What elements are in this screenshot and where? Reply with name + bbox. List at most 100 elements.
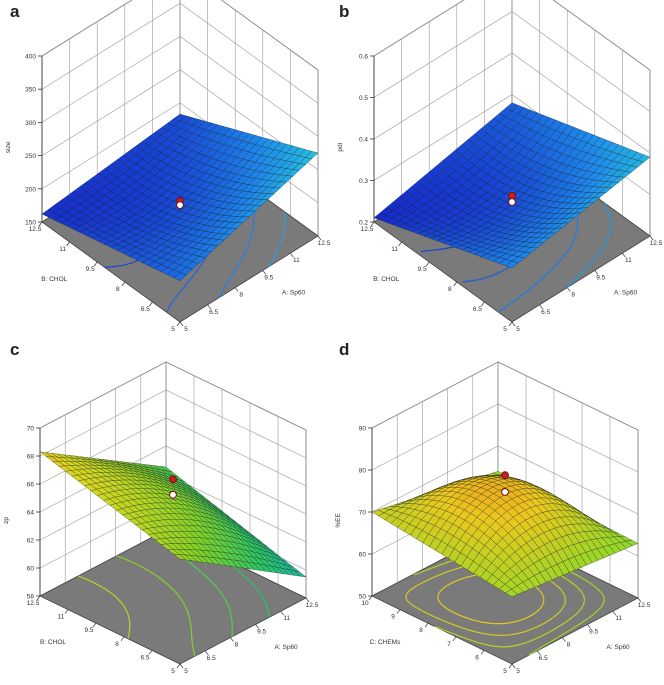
contour-segment <box>410 587 415 591</box>
y-tick-label: 5 <box>171 326 175 333</box>
contour-segment <box>507 302 512 306</box>
contour-segment <box>578 575 583 579</box>
contour-segment <box>526 640 531 643</box>
surface-cell <box>173 553 187 561</box>
design-point <box>501 471 509 480</box>
contour-segment <box>541 644 546 648</box>
z-axis-label: pdi <box>337 143 344 152</box>
contour-segment <box>466 638 471 641</box>
contour-segment <box>435 564 440 568</box>
contour-segment <box>588 263 592 267</box>
y-tick-label: 9.5 <box>84 627 93 634</box>
z-axis-label: zp <box>3 517 10 524</box>
y-tick <box>398 241 402 247</box>
contour-segment <box>116 555 121 558</box>
y-tick-label: 7 <box>447 641 451 648</box>
x-tick-label: 6.5 <box>539 655 548 662</box>
contour-segment <box>560 588 563 593</box>
contour-segment <box>437 248 443 251</box>
contour-segment <box>264 601 267 605</box>
contour-segment <box>242 253 245 257</box>
z-tick-label: 50 <box>359 594 367 601</box>
contour-segment <box>465 575 470 579</box>
contour-segment <box>571 571 576 575</box>
x-tick <box>536 650 541 656</box>
x-axis-label: A: Sp60 <box>607 644 631 651</box>
contour-segment <box>439 563 444 566</box>
contour-segment <box>549 580 554 584</box>
y-tick-label: 9.5 <box>418 266 427 273</box>
contour-segment <box>433 616 438 619</box>
contour-segment <box>195 269 199 274</box>
contour-segment <box>259 593 263 596</box>
contour-segment <box>577 274 581 278</box>
contour-segment <box>122 605 126 609</box>
z-tick-label: 62 <box>27 538 35 545</box>
contour-segment <box>229 612 232 616</box>
z-tick-label: 350 <box>25 87 36 94</box>
contour-segment <box>461 615 466 619</box>
contour-segment <box>470 574 475 577</box>
x-tick <box>280 610 285 616</box>
x-tick <box>637 597 642 603</box>
y-tick-label: 8 <box>116 286 120 293</box>
contour-segment <box>118 600 122 604</box>
contour-segment <box>207 578 210 581</box>
contour-segment <box>124 607 127 610</box>
x-tick <box>255 624 259 629</box>
contour-segment <box>546 631 551 634</box>
x-tick-label: 5 <box>184 326 188 333</box>
contour-segment <box>116 597 119 600</box>
x-tick-label: 8 <box>235 642 239 649</box>
y-tick-label: 6 <box>475 654 479 661</box>
contour-segment <box>569 616 573 620</box>
contour-segment <box>120 556 125 560</box>
x-tick-label: 11 <box>293 257 300 264</box>
contour-segment <box>157 576 160 578</box>
contour-segment <box>536 280 540 284</box>
x-tick <box>511 663 516 669</box>
contour-segment <box>247 241 250 246</box>
wall-gridline <box>41 0 319 71</box>
contour-segment <box>482 632 488 635</box>
contour-segment <box>405 596 408 600</box>
contour-segment <box>105 589 109 592</box>
y-tick <box>480 650 485 655</box>
x-tick-label: 8 <box>239 292 243 299</box>
contour-segment <box>178 290 182 294</box>
contour-segment <box>536 635 541 639</box>
contour-segment <box>115 264 122 267</box>
design-points <box>169 475 177 499</box>
x-tick-label: 6.5 <box>209 309 218 316</box>
y-tick <box>176 663 181 669</box>
y-tick <box>120 636 125 642</box>
contour-segment <box>125 610 129 614</box>
z-tick-label: 250 <box>25 153 36 160</box>
x-tick <box>566 287 571 292</box>
contour-segment <box>574 276 579 280</box>
contour-segment <box>419 581 424 585</box>
contour-segment <box>577 586 579 589</box>
response-surface <box>371 471 639 597</box>
y-tick-label: 9 <box>391 614 395 621</box>
contour-segment <box>212 582 216 586</box>
design-points <box>501 471 509 496</box>
x-tick <box>204 650 209 656</box>
contour-segment <box>533 649 537 653</box>
contour-segment <box>478 620 484 623</box>
x-tick <box>179 663 184 669</box>
x-tick <box>262 270 267 275</box>
contour-segment <box>192 272 196 277</box>
contour-segment <box>534 611 537 614</box>
contour-segment <box>102 587 107 591</box>
contour-segment <box>114 595 118 599</box>
contour-segment <box>453 579 458 583</box>
contour-segment <box>188 278 192 283</box>
wall-gridline <box>373 0 651 71</box>
contour-segment <box>170 302 173 305</box>
contour-segment <box>120 602 124 605</box>
contour-segment <box>252 584 255 587</box>
contour-segment <box>446 630 451 634</box>
contour-segment <box>584 579 589 583</box>
contour-segment <box>558 259 562 264</box>
